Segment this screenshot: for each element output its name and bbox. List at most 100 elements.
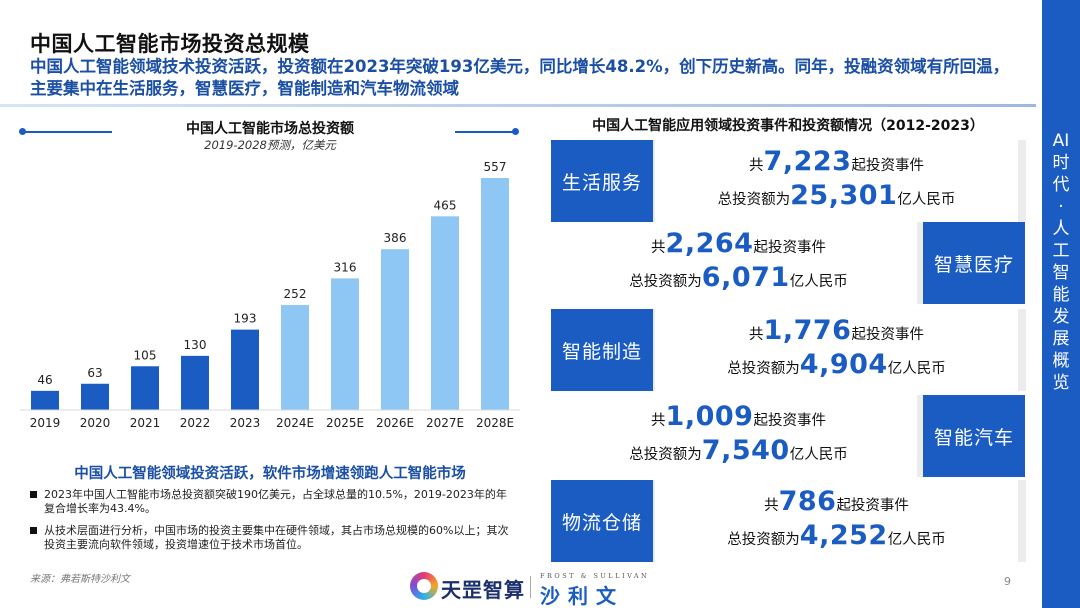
tick-label: 2021 (130, 416, 161, 430)
sector-tag: 智能制造 (551, 309, 653, 391)
bar (331, 278, 359, 410)
events-prefix: 共 (749, 327, 764, 343)
side-bar (1042, 0, 1080, 608)
tick-label: 2025E (326, 416, 364, 430)
amount-value: 4,904 (799, 349, 888, 380)
data-label: 252 (284, 287, 307, 301)
header-divider (0, 104, 1036, 107)
amount-prefix: 总投资额为 (629, 447, 702, 463)
bar (281, 305, 309, 410)
page-number: 9 (1004, 575, 1011, 588)
side-label-char: 览 (1052, 373, 1070, 393)
events-count: 2,264 (665, 228, 754, 259)
events-prefix: 共 (651, 413, 666, 429)
investment-row: 物流仓储 共786起投资事件 总投资额为4,252亿人民币 (551, 480, 1026, 562)
bar (381, 249, 409, 410)
bar (481, 178, 509, 410)
bar (81, 383, 109, 410)
bullet-text: 2023年中国人工智能市场总投资额突破190亿美元，占全球总量的10.5%，20… (44, 488, 507, 515)
sector-card: 共1,776起投资事件 总投资额为4,904亿人民币 (655, 309, 1018, 391)
tick-label: 2027E (426, 416, 464, 430)
side-label-char: 代 (1052, 175, 1070, 195)
tick-label: 2023 (230, 416, 261, 430)
bullet-square-icon (30, 491, 37, 498)
sector-tag: 智能汽车 (923, 395, 1025, 477)
amount-value: 7,540 (701, 435, 790, 466)
bar (181, 355, 209, 410)
sector-card: 共2,264起投资事件 总投资额为6,071亿人民币 (560, 222, 917, 304)
logo-name: 天罡智算 (441, 578, 525, 602)
page-subtitle: 中国人工智能领域技术投资活跃，投资额在2023年突破193亿美元，同比增长48.… (30, 57, 1010, 98)
bar (31, 390, 59, 410)
page-title: 中国人工智能市场投资总规模 (30, 32, 310, 56)
amount-suffix: 亿人民币 (887, 532, 946, 548)
events-suffix: 起投资事件 (753, 413, 826, 429)
bar (131, 366, 159, 410)
events-count: 1,009 (665, 401, 754, 432)
events-count: 786 (778, 486, 837, 517)
sector-card: 共7,223起投资事件 总投资额为25,301亿人民币 (655, 140, 1018, 222)
side-label-char: 能 (1052, 285, 1070, 305)
logo-en: FROST & SULLIVAN (540, 572, 650, 580)
logo-divider (530, 576, 531, 598)
sector-tag: 智慧医疗 (923, 222, 1025, 304)
tick-label: 2020 (80, 416, 111, 430)
data-label: 193 (234, 312, 257, 326)
events-line: 共786起投资事件 (764, 487, 909, 521)
events-suffix: 起投资事件 (851, 327, 924, 343)
bar (431, 216, 459, 410)
logo-ring-icon (410, 572, 438, 600)
amount-suffix: 亿人民币 (887, 361, 946, 377)
amount-line: 总投资额为4,252亿人民币 (727, 521, 945, 555)
analysis-title: 中国人工智能领域投资活跃，软件市场增速领跑人工智能市场 (74, 466, 466, 482)
data-label: 105 (134, 348, 157, 362)
footer-logo: 天罡智算 FROST & SULLIVAN 沙利文 (410, 572, 650, 608)
data-label: 316 (334, 260, 357, 274)
amount-line: 总投资额为25,301亿人民币 (718, 181, 956, 215)
decor-line-right (455, 131, 515, 133)
side-label-char: 展 (1052, 329, 1070, 349)
tick-label: 2028E (476, 416, 514, 430)
investment-row: 智能制造 共1,776起投资事件 总投资额为4,904亿人民币 (551, 309, 1026, 391)
events-suffix: 起投资事件 (753, 240, 826, 256)
investment-row: 智能汽车 共1,009起投资事件 总投资额为7,540亿人民币 (560, 395, 1025, 477)
side-label-char: AI (1052, 131, 1070, 151)
bar (231, 329, 259, 410)
amount-prefix: 总投资额为 (727, 532, 800, 548)
data-label: 130 (184, 338, 207, 352)
amount-suffix: 亿人民币 (789, 274, 848, 290)
investment-row: 生活服务 共7,223起投资事件 总投资额为25,301亿人民币 (551, 140, 1026, 222)
events-line: 共7,223起投资事件 (749, 147, 924, 181)
data-label: 63 (87, 366, 102, 380)
side-label-char: 人 (1052, 219, 1070, 239)
sector-card: 共1,009起投资事件总投资额为7,540亿人民币 (560, 395, 917, 477)
events-count: 1,776 (763, 315, 852, 346)
decor-line-left (24, 131, 112, 133)
chart-subtitle: 2019-2028预测，亿美元 (204, 138, 336, 152)
bullet-item: 从技术层面进行分析，中国市场的投资主要集中在硬件领域，其占市场总规模的60%以上… (30, 524, 515, 552)
side-label-char: 智 (1052, 263, 1070, 283)
chart-title: 中国人工智能市场总投资额 (186, 121, 354, 137)
data-label: 557 (484, 160, 507, 174)
side-label-char: 工 (1052, 241, 1070, 261)
decor-dot-right (512, 128, 519, 135)
side-label-char: 时 (1052, 153, 1070, 173)
bullet-text: 从技术层面进行分析，中国市场的投资主要集中在硬件领域，其占市场总规模的60%以上… (44, 524, 509, 551)
sector-tag: 物流仓储 (551, 480, 653, 562)
events-prefix: 共 (764, 498, 779, 514)
source-note: 来源：弗若斯特沙利文 (30, 574, 130, 585)
analysis-bullets: 2023年中国人工智能市场总投资额突破190亿美元，占全球总量的10.5%，20… (30, 488, 515, 560)
sector-tag: 生活服务 (551, 140, 653, 222)
events-line: 共1,776起投资事件 (749, 316, 924, 350)
side-label-char: · (1058, 197, 1064, 217)
amount-prefix: 总投资额为 (717, 192, 791, 208)
events-prefix: 共 (651, 240, 666, 256)
side-label-char: 概 (1052, 351, 1070, 371)
logo-cn: 沙利文 (540, 584, 624, 608)
data-label: 46 (37, 373, 52, 387)
decor-dot-left (19, 128, 26, 135)
tick-label: 2026E (376, 416, 414, 430)
amount-value: 4,252 (799, 520, 888, 551)
bullet-item: 2023年中国人工智能市场总投资额突破190亿美元，占全球总量的10.5%，20… (30, 488, 515, 516)
amount-suffix: 亿人民币 (789, 447, 848, 463)
